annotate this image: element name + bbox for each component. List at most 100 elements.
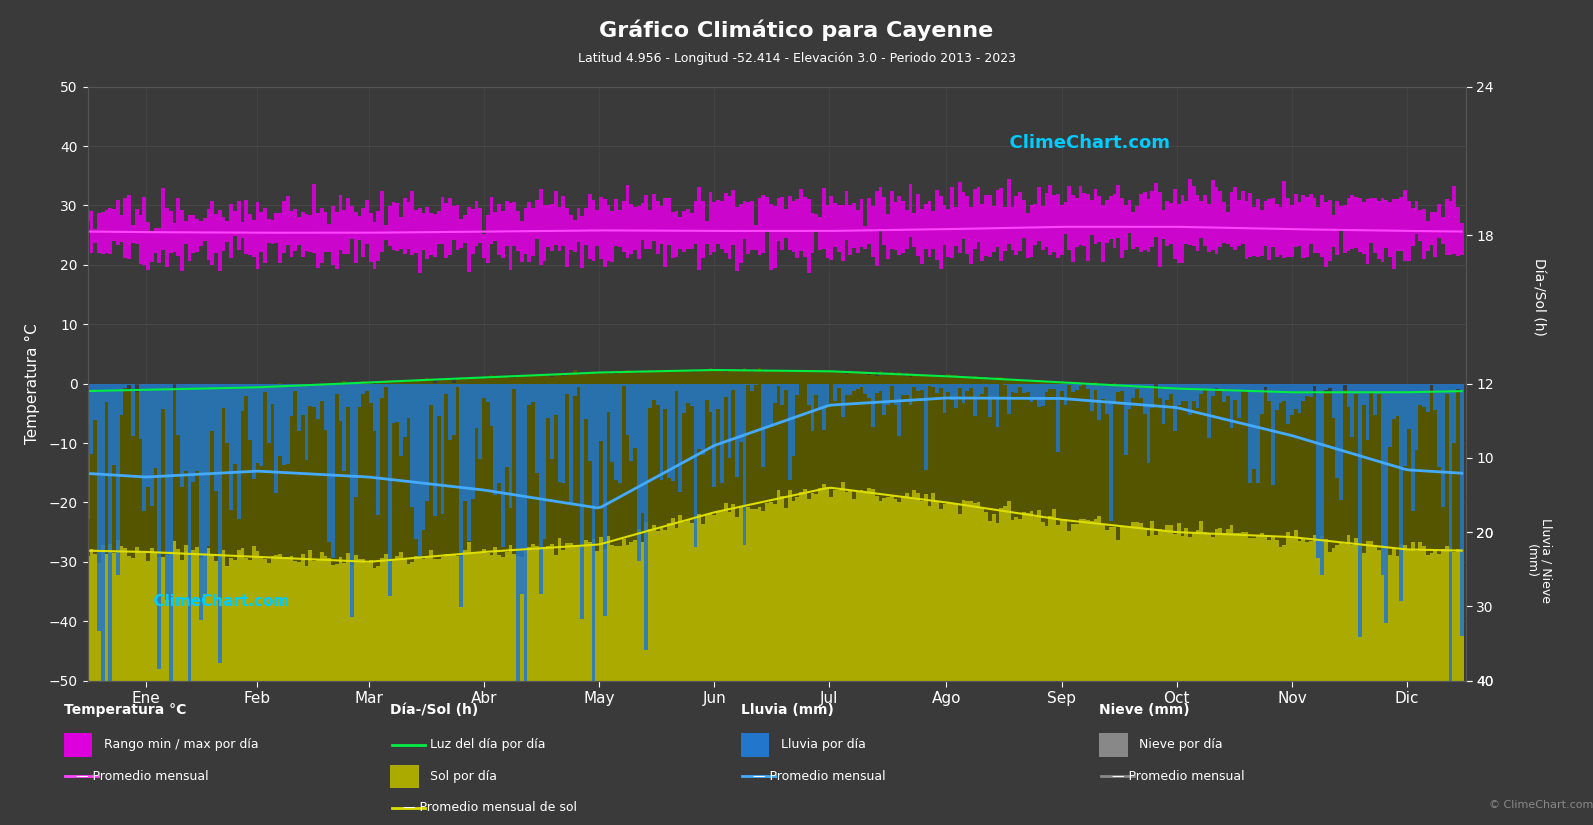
- Bar: [331, 206, 335, 265]
- Bar: [1429, 212, 1434, 245]
- Bar: [1263, 537, 1268, 681]
- Bar: [927, 375, 932, 507]
- Bar: [1070, 195, 1075, 262]
- Bar: [94, 384, 97, 420]
- Bar: [226, 566, 229, 681]
- Bar: [1453, 186, 1456, 254]
- Bar: [863, 372, 867, 493]
- Bar: [607, 384, 610, 412]
- Bar: [516, 384, 519, 686]
- Bar: [260, 386, 263, 556]
- Bar: [789, 370, 792, 491]
- Bar: [690, 372, 693, 523]
- Bar: [773, 370, 777, 504]
- Bar: [327, 558, 331, 681]
- Bar: [886, 384, 890, 405]
- Bar: [875, 376, 878, 496]
- Bar: [1086, 194, 1090, 261]
- Bar: [1370, 384, 1373, 393]
- Bar: [1161, 530, 1166, 681]
- Bar: [255, 202, 260, 269]
- Bar: [199, 388, 202, 559]
- Bar: [339, 557, 342, 681]
- Bar: [127, 195, 131, 259]
- Bar: [863, 384, 867, 394]
- Bar: [414, 210, 417, 253]
- Bar: [535, 200, 538, 238]
- Bar: [475, 201, 478, 246]
- Bar: [652, 194, 656, 241]
- Bar: [1188, 389, 1192, 536]
- Bar: [792, 384, 795, 455]
- Bar: [962, 500, 965, 681]
- Bar: [112, 391, 116, 554]
- Bar: [444, 380, 448, 554]
- Bar: [781, 370, 784, 496]
- Bar: [599, 373, 602, 537]
- Bar: [836, 205, 841, 252]
- Bar: [1064, 201, 1067, 234]
- Bar: [1274, 384, 1279, 410]
- Bar: [497, 554, 502, 681]
- Bar: [1053, 384, 1056, 389]
- Bar: [1294, 194, 1298, 248]
- Bar: [1448, 546, 1453, 681]
- Bar: [229, 558, 233, 681]
- Bar: [97, 563, 100, 681]
- Bar: [1282, 384, 1286, 401]
- Bar: [1101, 524, 1106, 681]
- Bar: [1241, 384, 1244, 391]
- Bar: [769, 384, 773, 427]
- Bar: [675, 528, 679, 681]
- Bar: [753, 224, 758, 250]
- Bar: [1362, 553, 1365, 681]
- Text: Nieve (mm): Nieve (mm): [1099, 703, 1190, 717]
- Bar: [1373, 393, 1376, 545]
- Bar: [1040, 521, 1045, 681]
- Bar: [150, 233, 153, 262]
- Bar: [924, 375, 927, 494]
- Bar: [927, 384, 932, 386]
- Bar: [1147, 387, 1150, 536]
- Bar: [1423, 384, 1426, 408]
- Bar: [1392, 393, 1395, 548]
- Bar: [652, 372, 656, 526]
- Bar: [1090, 521, 1094, 681]
- Bar: [395, 203, 400, 251]
- Bar: [1090, 200, 1094, 235]
- Bar: [502, 211, 505, 258]
- Bar: [1321, 384, 1324, 575]
- Bar: [139, 384, 142, 439]
- Text: — Promedio mensual: — Promedio mensual: [753, 770, 886, 783]
- Bar: [577, 546, 580, 681]
- Bar: [588, 542, 591, 681]
- Bar: [1249, 384, 1252, 483]
- Bar: [350, 205, 354, 239]
- Bar: [610, 373, 615, 545]
- Text: Temperatura °C: Temperatura °C: [64, 703, 186, 717]
- Bar: [615, 374, 618, 546]
- Bar: [1263, 384, 1268, 387]
- Bar: [921, 209, 924, 264]
- Bar: [142, 384, 147, 511]
- Bar: [1230, 392, 1233, 525]
- Bar: [723, 503, 728, 681]
- Bar: [147, 561, 150, 681]
- Bar: [1136, 206, 1139, 248]
- Bar: [448, 554, 452, 681]
- Bar: [1192, 532, 1196, 681]
- Bar: [621, 540, 626, 681]
- Bar: [202, 218, 207, 241]
- Bar: [1445, 200, 1448, 255]
- Bar: [1211, 384, 1214, 396]
- Text: Día-/Sol (h): Día-/Sol (h): [390, 703, 478, 717]
- Bar: [546, 384, 550, 418]
- Bar: [1131, 212, 1136, 249]
- Bar: [207, 388, 210, 548]
- Bar: [811, 384, 814, 431]
- Bar: [806, 372, 811, 498]
- Bar: [1007, 384, 1010, 414]
- Bar: [852, 373, 855, 499]
- Bar: [226, 220, 229, 242]
- Bar: [1294, 530, 1298, 681]
